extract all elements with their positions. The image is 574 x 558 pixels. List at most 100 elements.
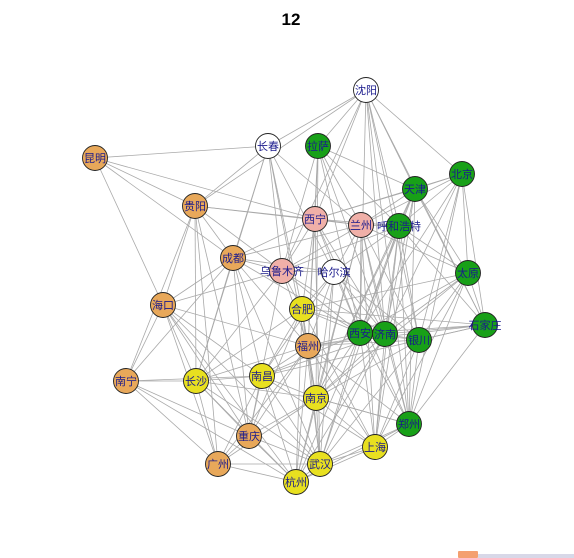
node-label-jinan: 济南 [374, 327, 396, 341]
node-xian[interactable]: 西安 [347, 320, 373, 346]
node-label-changsha: 长沙 [185, 375, 207, 388]
edge-urumqi-haikou [162, 270, 283, 306]
node-hefei[interactable]: 合肥 [289, 296, 315, 322]
edge-changchun-urumqi [267, 145, 283, 272]
node-lhasa[interactable]: 拉萨 [305, 133, 331, 159]
node-label-nanning: 南宁 [115, 374, 137, 388]
edge-urumqi-changsha [195, 270, 283, 382]
edge-harbin-wuhan [319, 271, 335, 465]
node-zhengzhou[interactable]: 郑州 [396, 411, 422, 437]
edge-nanchang-wuhan [261, 375, 321, 465]
node-guangzhou[interactable]: 广州 [205, 451, 231, 477]
node-label-nanjing: 南京 [305, 391, 327, 405]
node-circle-changsha [183, 368, 209, 394]
node-nanjing[interactable]: 南京 [303, 385, 329, 411]
node-lanzhou[interactable]: 兰州 [348, 212, 374, 238]
node-fuzhou[interactable]: 福州 [295, 333, 321, 359]
node-taiyuan[interactable]: 太原 [455, 260, 481, 286]
node-label-shenyang: 沈阳 [355, 83, 377, 97]
node-hohhot[interactable]: 呼和浩特 [377, 213, 421, 239]
node-urumqi[interactable]: 乌鲁木齐 [260, 258, 304, 284]
edge-tianjin-xining [314, 188, 416, 220]
node-kunming[interactable]: 昆明 [82, 145, 108, 171]
edge-chengdu-wuhan [232, 257, 321, 465]
edge-guiyang-urumqi [194, 205, 283, 272]
node-circle-hefei [289, 296, 315, 322]
edge-harbin-fuzhou [307, 271, 335, 347]
node-xining[interactable]: 西宁 [302, 206, 328, 232]
edge-tianjin-zhengzhou [408, 188, 416, 425]
edge-haikou-hangzhou [162, 304, 297, 483]
node-hangzhou[interactable]: 杭州 [283, 469, 309, 495]
edge-jinan-shanghai [374, 333, 386, 448]
edge-hohhot-yinchuan [398, 225, 420, 341]
edge-beijing-shijiazhuang [461, 173, 486, 326]
edge-haikou-nanchang [162, 304, 263, 377]
edge-fuzhou-zhengzhou [307, 345, 410, 425]
node-label-hefei: 合肥 [291, 302, 313, 316]
node-nanchang[interactable]: 南昌 [249, 363, 275, 389]
node-changchun[interactable]: 长春 [255, 133, 281, 159]
node-wuhan[interactable]: 武汉 [307, 451, 333, 477]
edge-xian-zhengzhou [359, 332, 410, 425]
edge-fuzhou-chongqing [248, 345, 309, 437]
edge-guiyang-haikou [162, 205, 196, 306]
edge-lanzhou-xian [359, 224, 362, 334]
edge-beijing-taiyuan [461, 173, 469, 274]
node-label-lanzhou: 兰州 [350, 219, 372, 232]
node-circle-urumqi [269, 258, 295, 284]
node-haikou[interactable]: 海口 [150, 292, 176, 318]
edge-taiyuan-shanghai [374, 272, 469, 448]
node-circle-nanning [113, 368, 139, 394]
node-chongqing[interactable]: 重庆 [236, 423, 262, 449]
node-circle-shijiazhuang [472, 312, 498, 338]
node-chengdu[interactable]: 成都 [220, 245, 246, 271]
node-circle-wuhan [307, 451, 333, 477]
edge-xining-jinan [314, 218, 386, 335]
edge-taiyuan-jinan [384, 272, 469, 335]
edge-shenyang-jinan [365, 89, 386, 335]
node-label-kunming: 昆明 [84, 152, 106, 165]
edge-taiyuan-hefei [301, 272, 469, 310]
edge-jinan-nanjing [315, 333, 386, 399]
edge-taiyuan-xian [359, 272, 469, 334]
node-jinan[interactable]: 济南 [372, 321, 398, 347]
edge-kunming-changchun [94, 145, 269, 159]
edge-changchun-hefei [267, 145, 303, 310]
node-circle-hangzhou [283, 469, 309, 495]
edge-beijing-zhengzhou [408, 173, 463, 425]
node-guiyang[interactable]: 贵阳 [182, 193, 208, 219]
node-tianjin[interactable]: 天津 [402, 176, 428, 202]
edge-yinchuan-wuhan [319, 339, 420, 465]
edge-yinchuan-shanghai [374, 339, 420, 448]
node-shijiazhuang[interactable]: 石家庄 [469, 312, 502, 338]
node-label-shijiazhuang: 石家庄 [469, 318, 502, 332]
node-circle-hohhot [386, 213, 412, 239]
node-label-zhengzhou: 郑州 [398, 417, 420, 431]
edge-zhengzhou-nanjing [315, 397, 410, 425]
edge-hohhot-harbin [333, 225, 400, 273]
edge-guiyang-chongqing [194, 205, 250, 437]
node-changsha[interactable]: 长沙 [183, 368, 209, 394]
edge-shijiazhuang-hefei [301, 308, 486, 326]
node-beijing[interactable]: 北京 [449, 161, 475, 187]
edge-nanning-guangzhou [125, 380, 219, 465]
node-label-changchun: 长春 [257, 140, 279, 153]
edge-changsha-nanjing [195, 380, 317, 399]
edge-lanzhou-taiyuan [360, 224, 469, 274]
node-harbin[interactable]: 哈尔滨 [318, 259, 351, 285]
edge-hohhot-zhengzhou [398, 225, 410, 425]
node-shanghai[interactable]: 上海 [362, 434, 388, 460]
edge-haikou-changsha [162, 304, 197, 382]
node-circle-changchun [255, 133, 281, 159]
node-circle-tianjin [402, 176, 428, 202]
node-shenyang[interactable]: 沈阳 [353, 77, 379, 103]
node-circle-zhengzhou [396, 411, 422, 437]
node-nanning[interactable]: 南宁 [113, 368, 139, 394]
node-circle-taiyuan [455, 260, 481, 286]
node-yinchuan[interactable]: 银川 [406, 327, 432, 353]
edge-nanning-hangzhou [125, 380, 297, 483]
node-circle-nanjing [303, 385, 329, 411]
corner-scrollbar-fragment [458, 551, 574, 558]
node-circle-nanchang [249, 363, 275, 389]
